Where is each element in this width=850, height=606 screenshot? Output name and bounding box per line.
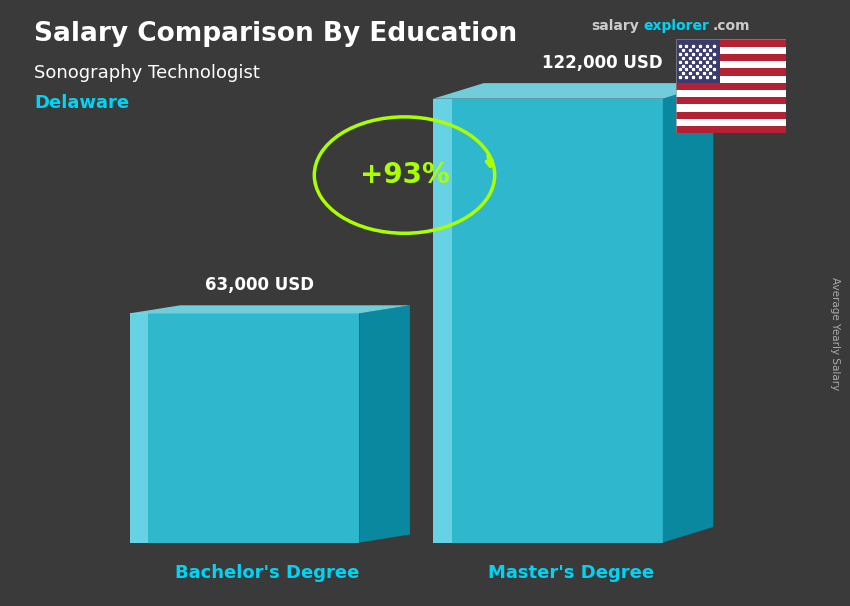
Polygon shape [360, 305, 410, 542]
Polygon shape [434, 99, 451, 542]
Bar [676, 39, 786, 47]
Text: 122,000 USD: 122,000 USD [541, 54, 662, 72]
Bar [676, 68, 786, 76]
Text: +93%: +93% [360, 161, 450, 189]
Polygon shape [434, 99, 663, 542]
Text: Delaware: Delaware [34, 94, 129, 112]
Polygon shape [663, 83, 713, 542]
Text: Salary Comparison By Education: Salary Comparison By Education [34, 21, 517, 47]
Bar [676, 83, 786, 90]
Bar [676, 126, 786, 133]
Polygon shape [130, 305, 410, 313]
Bar [676, 39, 720, 83]
Bar [676, 90, 786, 97]
Bar [676, 97, 786, 104]
Polygon shape [130, 313, 148, 542]
Text: .com: .com [712, 19, 750, 33]
Text: salary: salary [591, 19, 638, 33]
Bar [676, 119, 786, 126]
Bar [676, 112, 786, 119]
Bar [676, 104, 786, 112]
Text: explorer: explorer [643, 19, 709, 33]
Bar [676, 47, 786, 54]
Bar [676, 61, 786, 68]
Polygon shape [130, 313, 360, 542]
Text: 63,000 USD: 63,000 USD [205, 276, 314, 295]
Polygon shape [434, 83, 713, 99]
Text: Sonography Technologist: Sonography Technologist [34, 64, 260, 82]
Bar [676, 54, 786, 61]
Text: Average Yearly Salary: Average Yearly Salary [830, 277, 840, 390]
Text: Bachelor's Degree: Bachelor's Degree [175, 564, 360, 582]
Bar [676, 76, 786, 83]
Text: Master's Degree: Master's Degree [488, 564, 654, 582]
